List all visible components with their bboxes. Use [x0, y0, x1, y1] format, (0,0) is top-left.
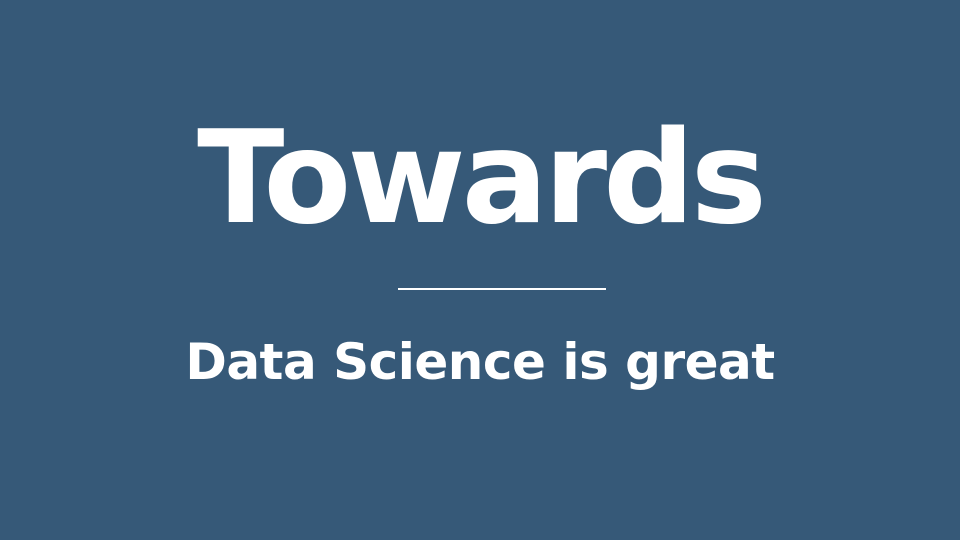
slide-title: Towards	[197, 104, 767, 253]
slide-subtitle: Data Science is great	[185, 333, 775, 391]
title-divider	[398, 288, 606, 290]
